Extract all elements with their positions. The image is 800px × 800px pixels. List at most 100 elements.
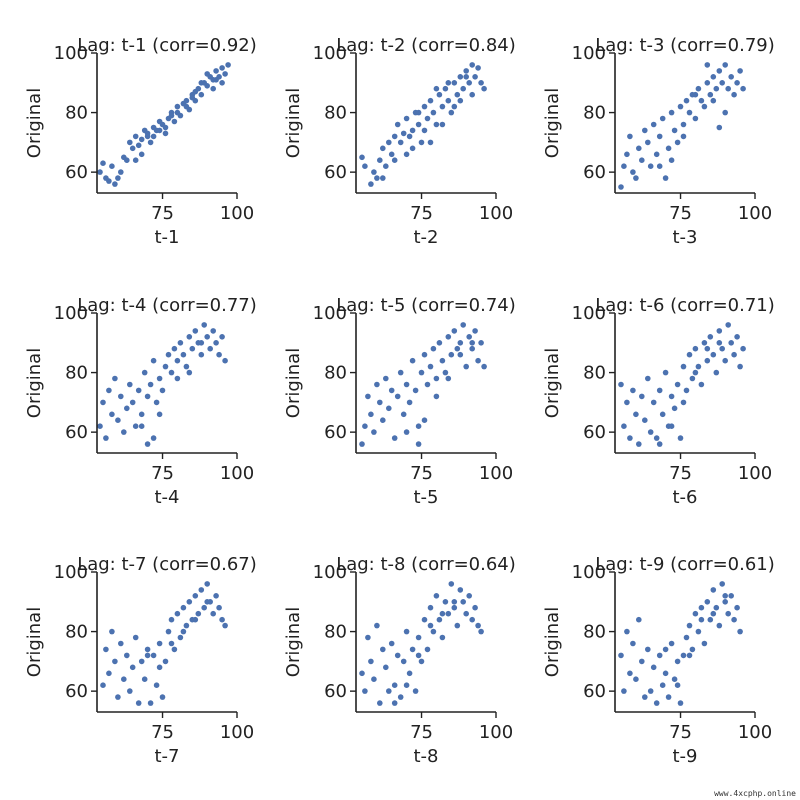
scatter-point [391,133,398,140]
y-tick-label: 60 [583,422,606,443]
scatter-point [365,393,371,400]
scatter-point [686,109,693,116]
scatter-point [415,652,422,659]
x-tick-label: 75 [410,203,433,224]
scatter-point [707,91,714,98]
scatter-point [692,369,699,376]
scatter-point [204,83,210,89]
scatter-point [159,387,166,394]
scatter-point [112,658,118,665]
scatter-point [388,151,395,158]
scatter-point [630,640,636,647]
scatter-point [454,345,461,352]
scatter-point [647,688,654,694]
scatter-point [377,157,383,163]
y-tick-label: 60 [324,681,347,702]
scatter-point [109,411,115,418]
scatter-point [183,97,190,104]
scatter-point [359,154,365,161]
subplot-title: Lag: t-5 (corr=0.74) [336,295,516,316]
scatter-point [213,68,219,74]
scatter-point [639,393,645,400]
scatter-point [662,369,669,376]
scatter-point [109,628,115,635]
scatter-point [174,610,181,617]
scatter-point [680,652,687,659]
scatter-point [132,157,139,163]
x-axis-label: t-5 [413,487,438,508]
scatter-point [633,175,639,181]
scatter-point [180,604,187,611]
scatter-point [388,640,395,647]
scatter-point [677,435,684,441]
scatter-point [451,80,458,86]
scatter-point [213,340,219,346]
scatter-point [168,369,175,376]
scatter-point [478,628,484,635]
scatter-point [132,133,139,140]
scatter-point [445,610,452,617]
scatter-point [106,178,112,184]
scatter-point [633,676,639,682]
scatter-point [686,351,693,358]
scatter-point [674,682,681,688]
scatter-point [174,357,181,364]
scatter-point [156,664,163,671]
scatter-point [121,676,127,682]
scatter-point [710,610,717,617]
scatter-point [222,71,228,77]
scatter-point [642,694,648,700]
scatter-point [210,85,216,92]
scatter-point [740,345,746,352]
scatter-point [713,369,720,376]
scatter-point [386,688,392,694]
scatter-point [650,121,657,128]
y-axis-label: Original [542,607,563,677]
scatter-point [112,181,118,187]
scatter-point [204,334,210,340]
scatter-point [171,345,178,352]
x-tick-label: 100 [220,463,254,484]
scatter-point [397,369,404,376]
scatter-point [135,387,142,394]
scatter-point [698,616,705,623]
x-tick-label: 100 [479,463,513,484]
scatter-point [171,118,178,125]
scatter-point [219,65,225,71]
scatter-point [201,604,207,611]
scatter-point [368,658,374,665]
scatter-point [383,375,389,382]
scatter-point [180,351,187,358]
subplot-title: Lag: t-2 (corr=0.84) [336,35,516,56]
y-tick-label: 100 [313,562,347,583]
scatter-point [469,340,476,346]
scatter-point [460,599,467,605]
x-tick-label: 100 [738,463,772,484]
scatter-point [671,676,678,682]
scatter-point [627,435,633,441]
scatter-point [180,628,187,635]
scatter-point [374,381,380,388]
x-tick-label: 75 [151,722,174,743]
scatter-point [704,80,711,86]
scatter-point [433,393,440,400]
scatter-point [659,115,666,122]
scatter-point [686,652,693,659]
scatter-point [698,381,705,388]
scatter-point [439,610,446,617]
scatter-point [710,587,717,593]
scatter-point [454,622,461,629]
scatter-point [618,652,624,659]
scatter-point [156,411,163,418]
scatter-point [659,411,666,418]
scatter-point [719,80,725,86]
scatter-point [469,616,476,623]
scatter-point [704,599,711,605]
scatter-point [162,130,169,137]
scatter-point [109,163,115,169]
scatter-point [662,670,669,677]
scatter-point [415,121,422,128]
scatter-point [222,357,228,364]
